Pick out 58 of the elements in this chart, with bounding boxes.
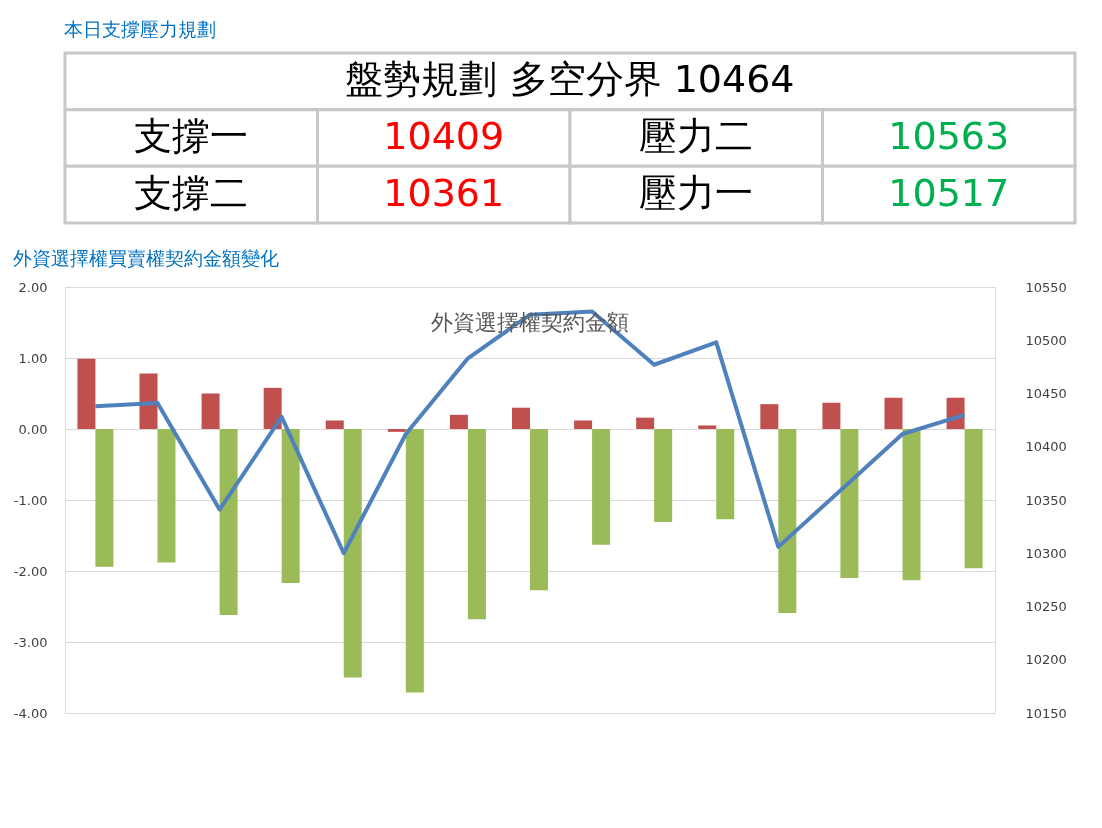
bar [654,429,673,523]
text: 10563 [888,114,1010,158]
bar [77,358,96,429]
bar [387,429,406,432]
text: 10409 [383,114,505,158]
bar [760,404,779,429]
bar [467,429,486,620]
y2-tick-label: 10350 [1025,492,1067,508]
bar [884,397,903,429]
bar [840,429,859,579]
y2-tick-label: 10550 [1025,279,1067,295]
bar [778,429,797,613]
y-tick-label: 0.00 [18,421,48,437]
bar [343,429,362,678]
bar [592,429,611,545]
bar [698,425,717,429]
text: 10517 [888,170,1010,215]
bar [530,429,548,591]
bar [902,429,921,581]
y2-tick-label: 10250 [1025,599,1067,614]
y-tick-label: 1.00 [18,350,48,366]
text: 壓力一 [639,170,754,215]
bar [716,429,735,520]
y-tick-label: -4.00 [13,705,48,721]
bar [405,429,424,693]
line-series [93,309,967,556]
annotation: 外資選擇權契約金額 [431,310,629,335]
text: 壓力二 [639,114,754,158]
bar [964,429,983,569]
bar [574,420,593,429]
bar [822,402,841,429]
y2-tick-label: 10500 [1025,332,1067,348]
bar [636,417,655,429]
y2-tick-label: 10150 [1025,705,1067,721]
y-tick-label: 2.00 [18,279,48,295]
bar [449,414,468,429]
y-tick-label: -2.00 [13,563,48,579]
bar [219,429,238,616]
bar [157,429,176,563]
y2-tick-label: 10400 [1025,439,1067,455]
bar [512,407,530,429]
y-tick-label: -1.00 [13,492,48,508]
chart-title: 外資選擇權買賣權契約金額變化 [13,247,280,269]
text: 10361 [383,170,505,215]
text: 支撐二 [134,170,249,215]
y2-tick-label: 10450 [1025,386,1067,401]
text: 支撐一 [134,114,249,158]
y2-tick-label: 10200 [1025,652,1067,668]
bar [325,420,344,429]
text: 本日支撐壓力規劃 [63,17,216,40]
bar [201,393,220,429]
text: 盤勢規劃 多空分界 10464 [345,57,795,102]
bar [95,429,114,567]
bar [139,373,158,429]
y-tick-label: -3.00 [13,634,48,650]
bar [263,387,282,429]
bar [281,429,300,584]
y2-tick-label: 10300 [1025,545,1067,561]
